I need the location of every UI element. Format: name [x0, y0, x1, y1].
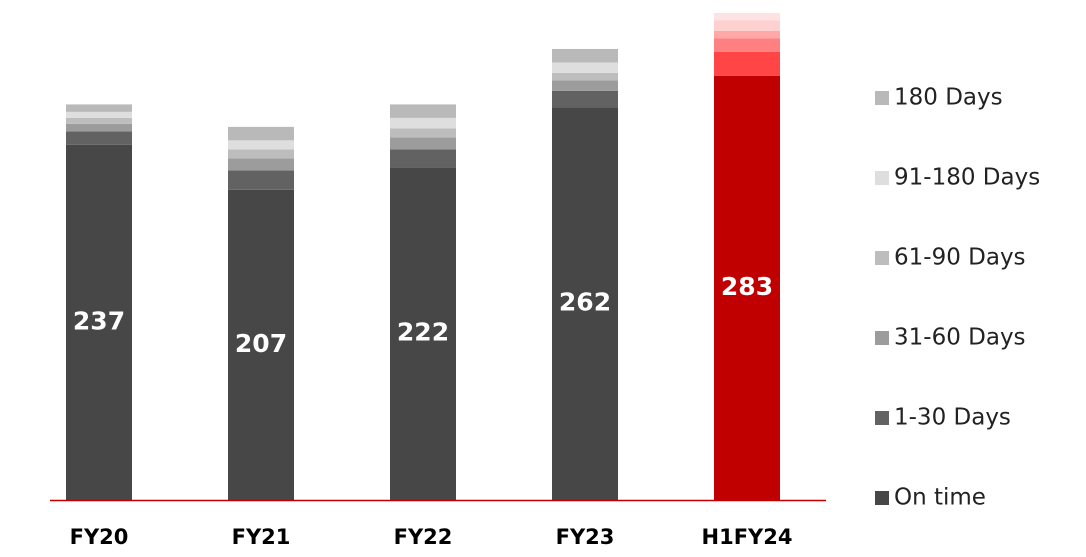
legend-label: 1-30 Days [894, 405, 1011, 431]
bar-segment [66, 131, 132, 145]
bar-segment [390, 117, 456, 129]
bar-segment [228, 189, 294, 500]
bar-segment [552, 80, 618, 91]
x-tick-label: FY23 [556, 525, 615, 549]
data-label: 222 [397, 318, 449, 347]
bar-segment [228, 170, 294, 190]
legend-label: 61-90 Days [894, 245, 1026, 271]
bar-segment [66, 111, 132, 118]
bar-segment [390, 104, 456, 118]
x-tick-label: FY21 [232, 525, 291, 549]
bar-segment [66, 104, 132, 112]
bar-segment [552, 90, 618, 108]
x-tick-label: H1FY24 [702, 525, 793, 549]
data-label: 237 [73, 306, 125, 335]
bar-segment [66, 144, 132, 500]
legend-swatch [875, 491, 889, 505]
bar-segment [228, 126, 294, 141]
bar-segment [66, 123, 132, 132]
legend-label: 91-180 Days [894, 165, 1040, 191]
x-tick-label: FY20 [70, 525, 129, 549]
bar-segment [714, 20, 780, 31]
bar-segment [552, 72, 618, 81]
bar-segment [390, 137, 456, 150]
bar-segment [714, 51, 780, 76]
bar-segment [714, 38, 780, 52]
bar-segment [552, 107, 618, 500]
data-label: 262 [559, 288, 611, 317]
legend-swatch [875, 251, 889, 265]
bar-segment [228, 149, 294, 159]
legend-swatch [875, 171, 889, 185]
data-label: 283 [721, 272, 773, 301]
legend-swatch [875, 91, 889, 105]
bar-segment [228, 158, 294, 171]
legend-swatch [875, 411, 889, 425]
bar-segment [552, 48, 618, 63]
x-tick-label: FY22 [394, 525, 453, 549]
bar-segment [390, 149, 456, 168]
bar-segment [714, 75, 780, 500]
bar-segment [552, 62, 618, 73]
bar-segment [66, 117, 132, 124]
legend-label: 180 Days [894, 85, 1003, 111]
bar-segment [714, 13, 780, 21]
bar-segment [390, 167, 456, 500]
bar-segment [390, 128, 456, 138]
bar-segment [228, 140, 294, 150]
legend-label: On time [894, 485, 986, 511]
bar-segment [714, 30, 780, 39]
data-label: 207 [235, 329, 287, 358]
legend-swatch [875, 331, 889, 345]
legend-label: 31-60 Days [894, 325, 1026, 351]
